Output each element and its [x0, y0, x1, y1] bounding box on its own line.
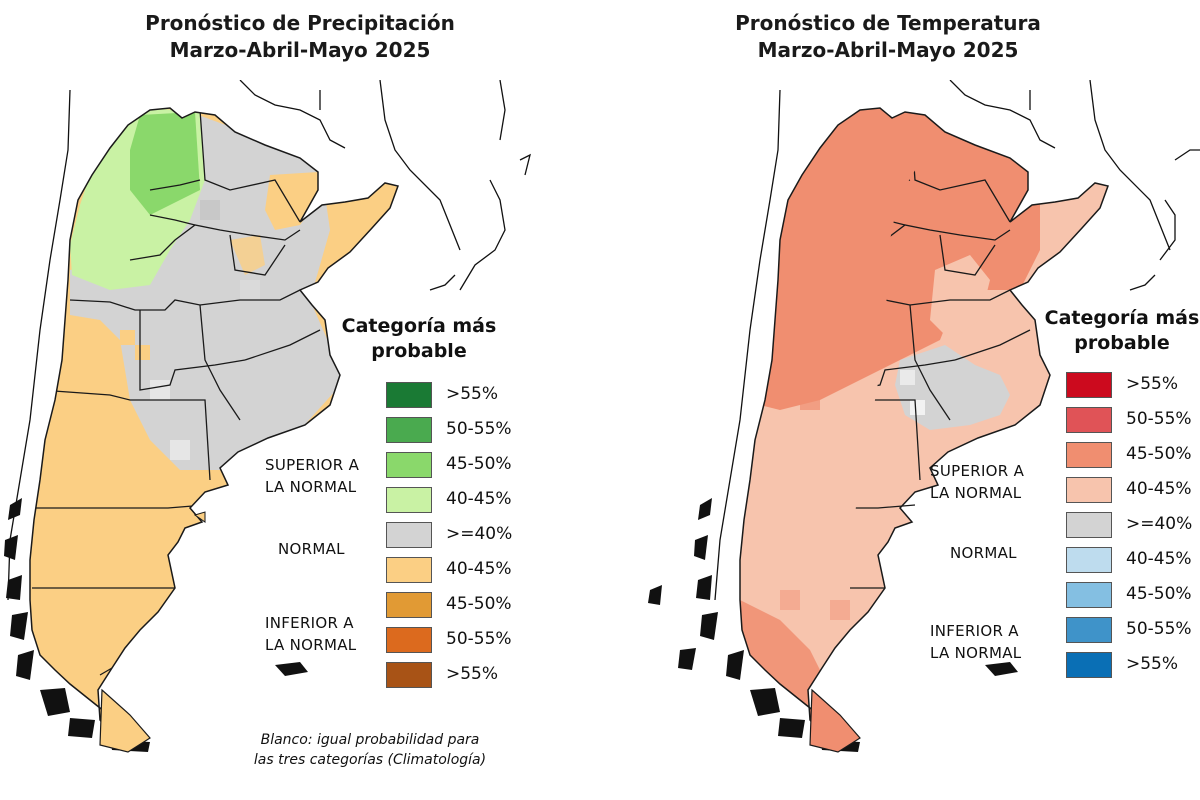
- precipitation-legend-swatch: [386, 627, 432, 653]
- precipitation-note: Blanco: igual probabilidad para las tres…: [220, 730, 520, 770]
- temperature-legend-label: 40-45%: [1126, 549, 1192, 569]
- temperature-category-superior: SUPERIOR A LA NORMAL: [930, 460, 1024, 504]
- temperature-category-normal: NORMAL: [950, 544, 1017, 562]
- precipitation-category-normal: NORMAL: [278, 540, 345, 558]
- precipitation-legend-label: 45-50%: [446, 454, 512, 474]
- precipitation-legend-title: Categoría más probable: [309, 314, 529, 364]
- temperature-title: Pronóstico de Temperatura Marzo-Abril-Ma…: [588, 10, 1188, 64]
- precipitation-legend-label: >=40%: [446, 524, 513, 544]
- precipitation-category-superior-line1: SUPERIOR A: [265, 456, 360, 474]
- precipitation-legend-label: 50-55%: [446, 629, 512, 649]
- precipitation-legend-swatch: [386, 452, 432, 478]
- temperature-legend-label: >55%: [1126, 374, 1179, 394]
- precipitation-legend-title-line2: probable: [371, 340, 467, 362]
- temperature-legend-label: >55%: [1126, 654, 1179, 674]
- precipitation-legend-swatch: [386, 522, 432, 548]
- temperature-legend-swatch: [1066, 547, 1112, 573]
- precipitation-legend-swatch: [386, 662, 432, 688]
- precipitation-legend-swatch: [386, 592, 432, 618]
- precipitation-note-line1: Blanco: igual probabilidad para: [260, 732, 480, 748]
- precipitation-note-line2: las tres categorías (Climatología): [253, 752, 487, 768]
- precipitation-category-inferior-line1: INFERIOR A: [265, 614, 354, 632]
- temperature-legend-swatch: [1066, 652, 1112, 678]
- precipitation-legend-label: >55%: [446, 664, 499, 684]
- temperature-legend-swatch: [1066, 372, 1112, 398]
- precipitation-legend-swatch: [386, 487, 432, 513]
- temperature-legend-swatch: [1066, 407, 1112, 433]
- precipitation-legend-swatch: [386, 417, 432, 443]
- temperature-category-inferior-line1: INFERIOR A: [930, 622, 1019, 640]
- temperature-category-superior-line2: LA NORMAL: [930, 484, 1022, 502]
- temperature-legend-title-line2: probable: [1074, 332, 1170, 354]
- temperature-category-inferior-line2: LA NORMAL: [930, 644, 1022, 662]
- precipitation-category-inferior: INFERIOR A LA NORMAL: [265, 612, 356, 656]
- precipitation-legend-title-line1: Categoría más: [341, 315, 497, 337]
- temperature-legend-label: 45-50%: [1126, 584, 1192, 604]
- precipitation-legend-label: >55%: [446, 384, 499, 404]
- precipitation-map: [4, 80, 531, 753]
- temperature-title-line1: Pronóstico de Temperatura: [735, 11, 1041, 35]
- precipitation-legend-label: 45-50%: [446, 594, 512, 614]
- precipitation-legend-label: 40-45%: [446, 489, 512, 509]
- temperature-legend-title: Categoría más probable: [1012, 306, 1200, 356]
- precipitation-category-inferior-line2: LA NORMAL: [265, 636, 357, 654]
- temperature-legend-swatch: [1066, 477, 1112, 503]
- precipitation-legend-label: 50-55%: [446, 419, 512, 439]
- temperature-legend-label: 45-50%: [1126, 444, 1192, 464]
- temperature-legend-label: >=40%: [1126, 514, 1193, 534]
- precipitation-category-superior-line2: LA NORMAL: [265, 478, 357, 496]
- precipitation-title-line2: Marzo-Abril-Mayo 2025: [169, 38, 431, 62]
- temperature-legend-swatch: [1066, 617, 1112, 643]
- precipitation-legend-label: 40-45%: [446, 559, 512, 579]
- temperature-legend-swatch: [1066, 442, 1112, 468]
- temperature-title-line2: Marzo-Abril-Mayo 2025: [757, 38, 1019, 62]
- temperature-category-superior-line1: SUPERIOR A: [930, 462, 1025, 480]
- precipitation-legend-swatch: [386, 557, 432, 583]
- temperature-category-inferior: INFERIOR A LA NORMAL: [930, 620, 1021, 664]
- precipitation-title-line1: Pronóstico de Precipitación: [145, 11, 455, 35]
- precipitation-title: Pronóstico de Precipitación Marzo-Abril-…: [0, 10, 600, 64]
- temperature-legend-label: 50-55%: [1126, 619, 1192, 639]
- precipitation-panel: Pronóstico de Precipitación Marzo-Abril-…: [0, 10, 600, 770]
- temperature-legend-label: 50-55%: [1126, 409, 1192, 429]
- temperature-legend-title-line1: Categoría más: [1044, 307, 1200, 329]
- precipitation-category-superior: SUPERIOR A LA NORMAL: [265, 454, 359, 498]
- temperature-legend-swatch: [1066, 582, 1112, 608]
- temperature-panel: Pronóstico de Temperatura Marzo-Abril-Ma…: [600, 0, 1200, 800]
- temperature-legend-swatch: [1066, 512, 1112, 538]
- precipitation-legend-swatch: [386, 382, 432, 408]
- temperature-map: [648, 80, 1200, 753]
- temperature-legend-label: 40-45%: [1126, 479, 1192, 499]
